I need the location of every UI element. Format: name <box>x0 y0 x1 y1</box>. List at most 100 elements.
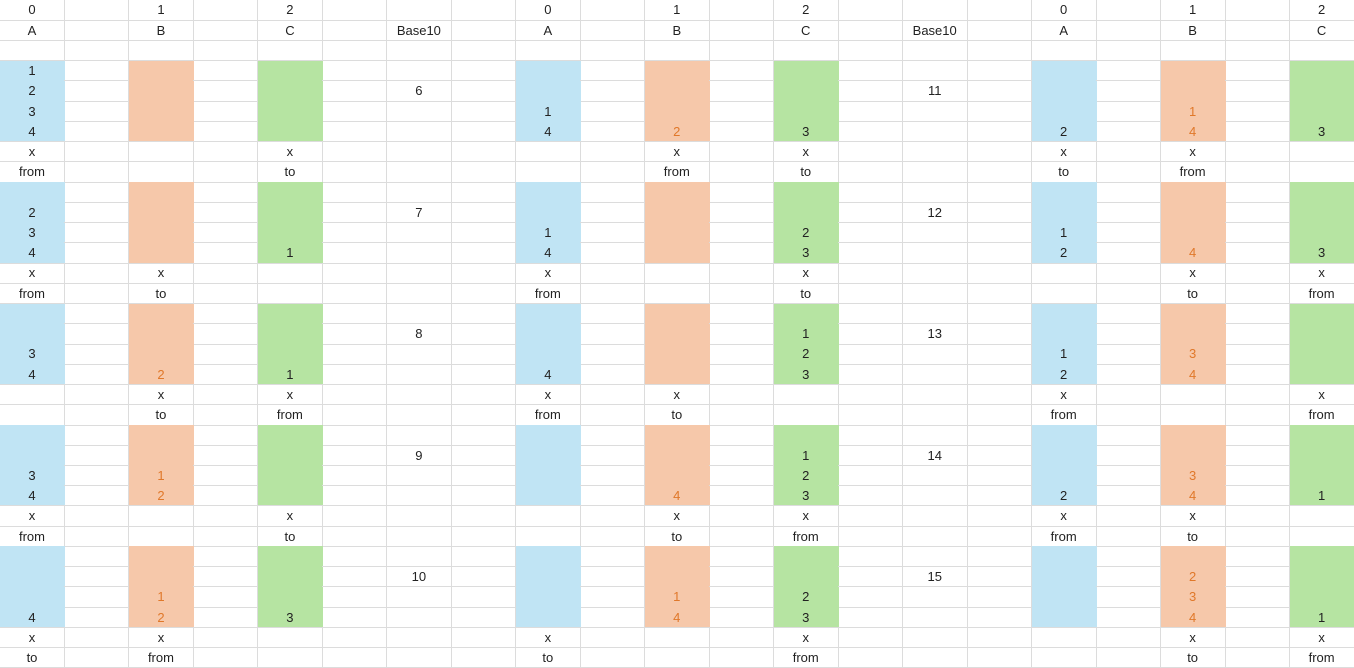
grid-cell[interactable] <box>386 161 452 183</box>
grid-cell[interactable] <box>193 101 259 122</box>
grid-cell[interactable] <box>1225 526 1291 547</box>
disk-number[interactable]: 1 <box>128 586 194 608</box>
grid-cell[interactable] <box>322 566 388 588</box>
grid-cell[interactable] <box>1031 40 1097 62</box>
disk-number[interactable]: 3 <box>1289 121 1354 143</box>
peg-c-slot[interactable] <box>1289 182 1354 203</box>
grid-cell[interactable] <box>838 202 904 224</box>
grid-cell[interactable] <box>1225 364 1291 386</box>
move-marker[interactable]: x <box>773 627 839 649</box>
peg-b-slot[interactable] <box>1160 323 1226 345</box>
grid-cell[interactable] <box>709 101 775 122</box>
base10-header[interactable]: Base10 <box>902 20 968 41</box>
peg-c-slot[interactable] <box>1289 445 1354 466</box>
peg-b-slot[interactable] <box>644 425 710 446</box>
peg-b-slot[interactable] <box>644 80 710 102</box>
peg-c-slot[interactable] <box>1289 202 1354 224</box>
peg-c-slot[interactable] <box>257 425 323 446</box>
disk-number[interactable]: 4 <box>515 121 581 143</box>
move-role-label[interactable]: from <box>0 283 65 305</box>
disk-number[interactable]: 1 <box>773 445 839 466</box>
grid-cell[interactable] <box>967 404 1033 426</box>
grid-cell[interactable] <box>64 465 130 487</box>
disk-number[interactable]: 2 <box>0 202 65 224</box>
peg-c-slot[interactable] <box>773 425 839 446</box>
grid-cell[interactable] <box>838 101 904 122</box>
grid-cell[interactable] <box>773 40 839 62</box>
grid-cell[interactable] <box>1096 141 1162 163</box>
grid-cell[interactable] <box>193 323 259 345</box>
grid-cell[interactable] <box>451 0 517 21</box>
grid-cell[interactable] <box>451 101 517 122</box>
grid-cell[interactable] <box>451 384 517 406</box>
grid-cell[interactable] <box>1096 384 1162 406</box>
grid-cell[interactable] <box>193 364 259 386</box>
peg-a-slot[interactable] <box>0 546 65 568</box>
grid-cell[interactable] <box>967 283 1033 305</box>
grid-cell[interactable] <box>709 607 775 628</box>
grid-cell[interactable] <box>386 506 452 527</box>
grid-cell[interactable] <box>322 546 388 568</box>
grid-cell[interactable] <box>580 121 646 143</box>
disk-number[interactable]: 4 <box>1160 485 1226 507</box>
grid-cell[interactable] <box>193 586 259 608</box>
move-marker[interactable]: x <box>128 263 194 284</box>
peg-a-slot[interactable] <box>515 586 581 608</box>
peg-c-slot[interactable] <box>1289 323 1354 345</box>
grid-cell[interactable] <box>838 80 904 102</box>
move-marker[interactable]: x <box>1289 627 1354 649</box>
grid-cell[interactable] <box>128 40 194 62</box>
grid-cell[interactable] <box>128 161 194 183</box>
grid-cell[interactable] <box>515 161 581 183</box>
move-role-label[interactable]: to <box>257 526 323 547</box>
grid-cell[interactable] <box>128 141 194 163</box>
grid-cell[interactable] <box>64 445 130 466</box>
grid-cell[interactable] <box>1096 546 1162 568</box>
grid-cell[interactable] <box>515 40 581 62</box>
grid-cell[interactable] <box>709 161 775 183</box>
peg-b-slot[interactable] <box>128 222 194 244</box>
grid-cell[interactable] <box>515 506 581 527</box>
peg-c-slot[interactable] <box>773 182 839 203</box>
grid-cell[interactable] <box>1096 20 1162 41</box>
grid-cell[interactable] <box>193 303 259 325</box>
grid-cell[interactable] <box>967 141 1033 163</box>
grid-cell[interactable] <box>386 0 452 21</box>
move-marker[interactable]: x <box>257 384 323 406</box>
peg-b-slot[interactable] <box>1160 80 1226 102</box>
peg-c-slot[interactable] <box>257 586 323 608</box>
grid-cell[interactable] <box>1289 526 1354 547</box>
grid-cell[interactable] <box>1225 566 1291 588</box>
grid-cell[interactable] <box>322 101 388 122</box>
grid-cell[interactable] <box>386 40 452 62</box>
disk-number[interactable]: 3 <box>773 121 839 143</box>
grid-cell[interactable] <box>0 40 65 62</box>
grid-cell[interactable] <box>902 586 968 608</box>
grid-cell[interactable] <box>967 60 1033 82</box>
move-marker[interactable]: x <box>0 141 65 163</box>
move-role-label[interactable]: to <box>1160 647 1226 668</box>
peg-c-slot[interactable] <box>257 101 323 122</box>
disk-number[interactable]: 1 <box>515 222 581 244</box>
peg-a-slot[interactable] <box>515 323 581 345</box>
grid-cell[interactable] <box>386 465 452 487</box>
grid-cell[interactable] <box>64 323 130 345</box>
grid-cell[interactable] <box>64 485 130 507</box>
grid-cell[interactable] <box>967 364 1033 386</box>
grid-cell[interactable] <box>1225 465 1291 487</box>
grid-cell[interactable] <box>644 40 710 62</box>
grid-cell[interactable] <box>967 202 1033 224</box>
grid-cell[interactable] <box>902 263 968 284</box>
peg-c-slot[interactable] <box>257 465 323 487</box>
grid-cell[interactable] <box>902 242 968 264</box>
peg-b-slot[interactable] <box>1160 303 1226 325</box>
grid-cell[interactable] <box>193 627 259 649</box>
move-marker[interactable]: x <box>644 506 710 527</box>
disk-number[interactable]: 3 <box>773 242 839 264</box>
base10-value[interactable]: 12 <box>902 202 968 224</box>
column-index-header[interactable]: 0 <box>1031 0 1097 21</box>
grid-cell[interactable] <box>64 20 130 41</box>
move-marker[interactable]: x <box>1160 263 1226 284</box>
grid-cell[interactable] <box>967 121 1033 143</box>
grid-cell[interactable] <box>580 323 646 345</box>
